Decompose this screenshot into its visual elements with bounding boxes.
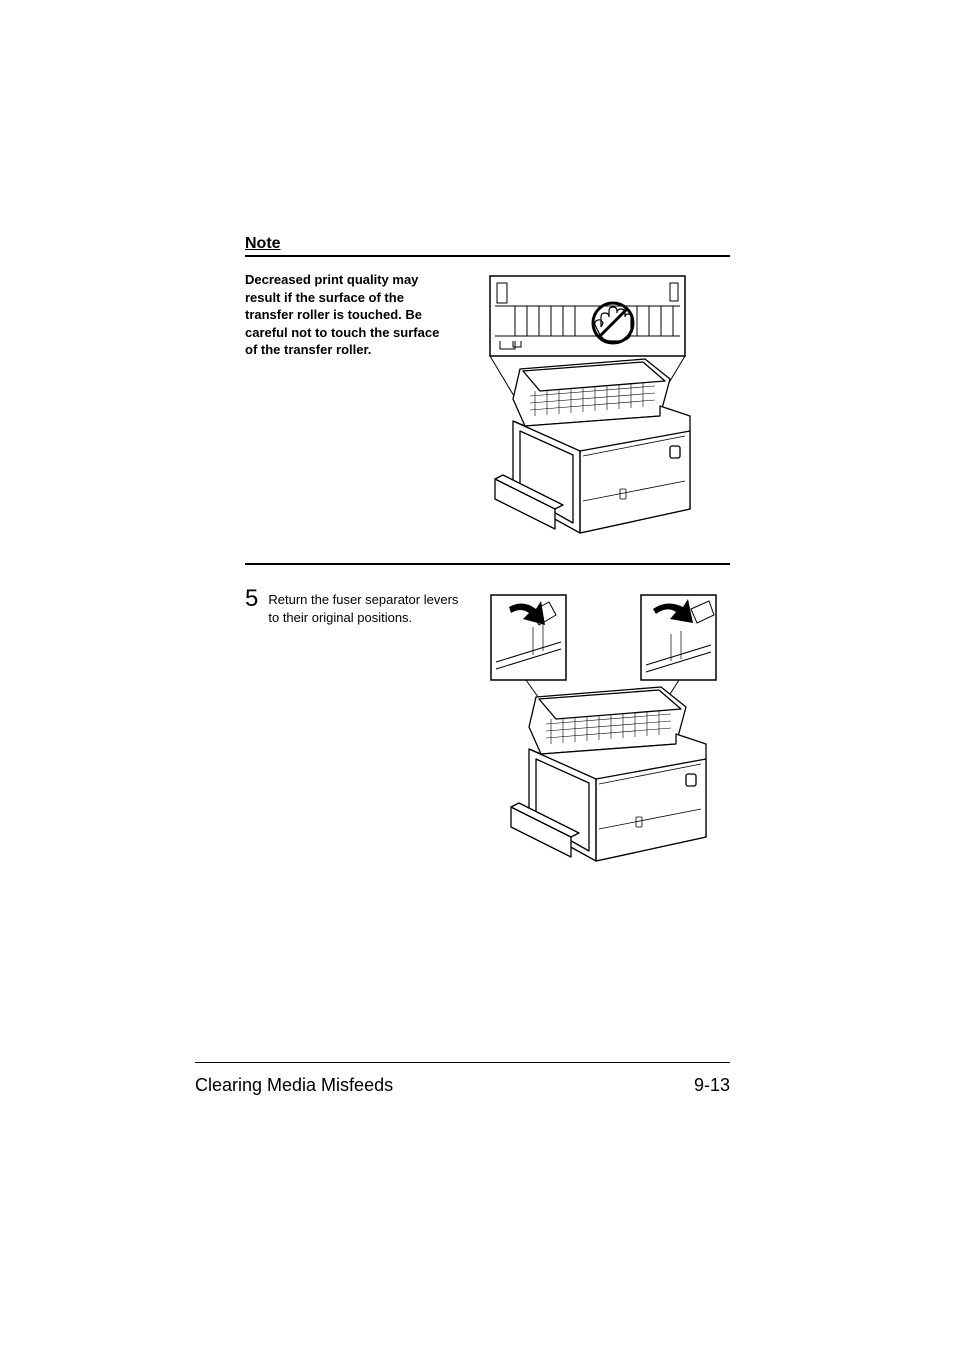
- footer-divider: [195, 1062, 730, 1063]
- note-heading: Note: [245, 235, 730, 253]
- note-figure: [465, 271, 710, 541]
- section-divider: [245, 563, 730, 565]
- step-section: 5 Return the fuser separator levers to t…: [245, 587, 730, 877]
- note-body-text: Decreased print quality may result if th…: [245, 271, 445, 541]
- footer-section-title: Clearing Media Misfeeds: [195, 1075, 393, 1096]
- note-divider: [245, 255, 730, 257]
- step-left: 5 Return the fuser separator levers to t…: [245, 587, 463, 877]
- step-body-text: Return the fuser separator levers to the…: [268, 587, 463, 877]
- step-number: 5: [245, 587, 258, 877]
- footer-row: Clearing Media Misfeeds 9-13: [195, 1075, 730, 1096]
- note-section: Decreased print quality may result if th…: [245, 271, 730, 541]
- step-figure: [481, 587, 726, 877]
- footer-page-number: 9-13: [694, 1075, 730, 1096]
- page-content: Note Decreased print quality may result …: [245, 235, 730, 877]
- page-footer: Clearing Media Misfeeds 9-13: [195, 1062, 730, 1096]
